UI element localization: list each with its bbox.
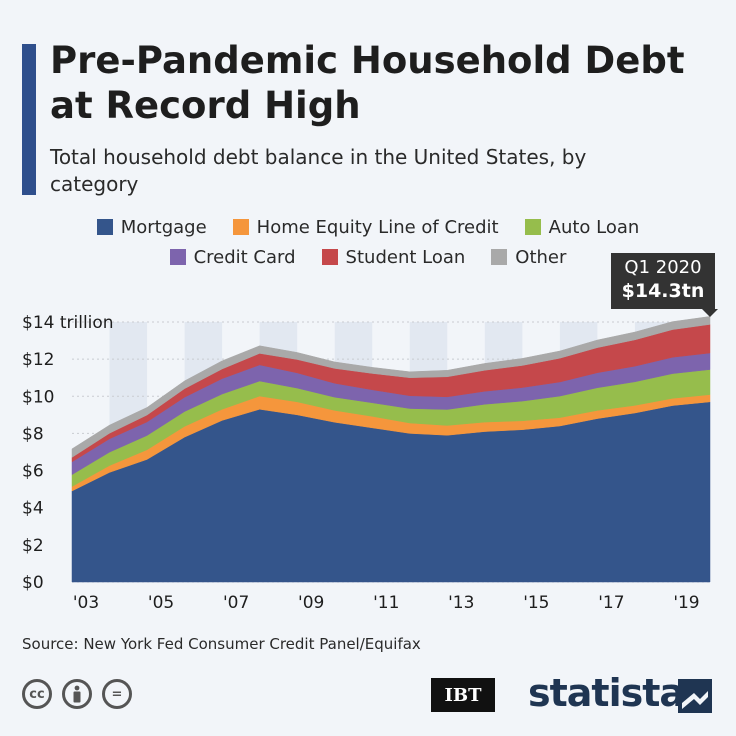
legend-label: Mortgage: [120, 216, 207, 238]
creative-commons-icon[interactable]: cc: [22, 679, 52, 709]
x-tick-label: '03: [73, 593, 99, 613]
legend-item-auto-loan: Auto Loan: [524, 216, 640, 238]
legend-item-mortgage: Mortgage: [96, 216, 207, 238]
statista-mark-icon: [678, 679, 712, 713]
area-other: [71, 316, 711, 458]
total-callout: Q1 2020 $14.3tn: [611, 253, 715, 309]
y-tick-label: $2: [22, 536, 44, 556]
x-tick-label: '17: [598, 593, 624, 613]
legend-row-2: Credit Card Student Loan Other: [0, 243, 736, 271]
statista-logo[interactable]: statista: [528, 671, 685, 715]
y-tick-label: $10: [22, 387, 54, 407]
legend-label: Student Loan: [345, 246, 466, 268]
legend-item-home-equity: Home Equity Line of Credit: [232, 216, 499, 238]
legend-swatch: [321, 249, 338, 265]
x-tick-label: '11: [373, 593, 399, 613]
license-icons: cc =: [22, 679, 132, 709]
x-tick-label: '15: [523, 593, 549, 613]
legend-swatch: [96, 219, 113, 235]
x-tick-label: '13: [448, 593, 474, 613]
y-tick-label: $14 trillion: [22, 313, 114, 333]
y-tick-label: $8: [22, 424, 44, 444]
no-derivatives-icon[interactable]: =: [102, 679, 132, 709]
legend-row-1: Mortgage Home Equity Line of Credit Auto…: [0, 213, 736, 241]
legend-swatch: [524, 219, 541, 235]
legend-label: Other: [515, 246, 567, 268]
chart-title: Pre-Pandemic Household Debt at Record Hi…: [50, 39, 685, 127]
attribution-icon[interactable]: [62, 679, 92, 709]
source-note: Source: New York Fed Consumer Credit Pan…: [22, 635, 421, 653]
ibt-logo[interactable]: IBT: [431, 678, 495, 712]
x-tick-label: '05: [148, 593, 174, 613]
legend-item-other: Other: [491, 247, 566, 268]
legend-swatch: [232, 219, 249, 235]
y-tick-label: $0: [22, 573, 44, 593]
callout-total: $14.3tn: [621, 280, 705, 302]
x-tick-label: '19: [673, 593, 699, 613]
legend-item-student-loan: Student Loan: [321, 246, 466, 268]
title-accent-bar: [22, 44, 36, 195]
chart-subtitle: Total household debt balance in the Unit…: [50, 145, 587, 196]
legend-label: Credit Card: [193, 246, 296, 268]
callout-pointer: [702, 309, 718, 317]
legend-label: Home Equity Line of Credit: [256, 216, 499, 238]
y-tick-label: $4: [22, 499, 44, 519]
legend-swatch: [491, 249, 508, 265]
callout-period: Q1 2020: [624, 257, 702, 278]
x-tick-label: '07: [223, 593, 249, 613]
legend: Mortgage Home Equity Line of Credit Auto…: [0, 213, 736, 271]
x-tick-label: '09: [298, 593, 324, 613]
legend-label: Auto Loan: [548, 216, 640, 238]
y-tick-label: $12: [22, 350, 54, 370]
legend-item-credit-card: Credit Card: [169, 246, 296, 268]
legend-swatch: [169, 249, 186, 265]
y-tick-label: $6: [22, 462, 44, 482]
